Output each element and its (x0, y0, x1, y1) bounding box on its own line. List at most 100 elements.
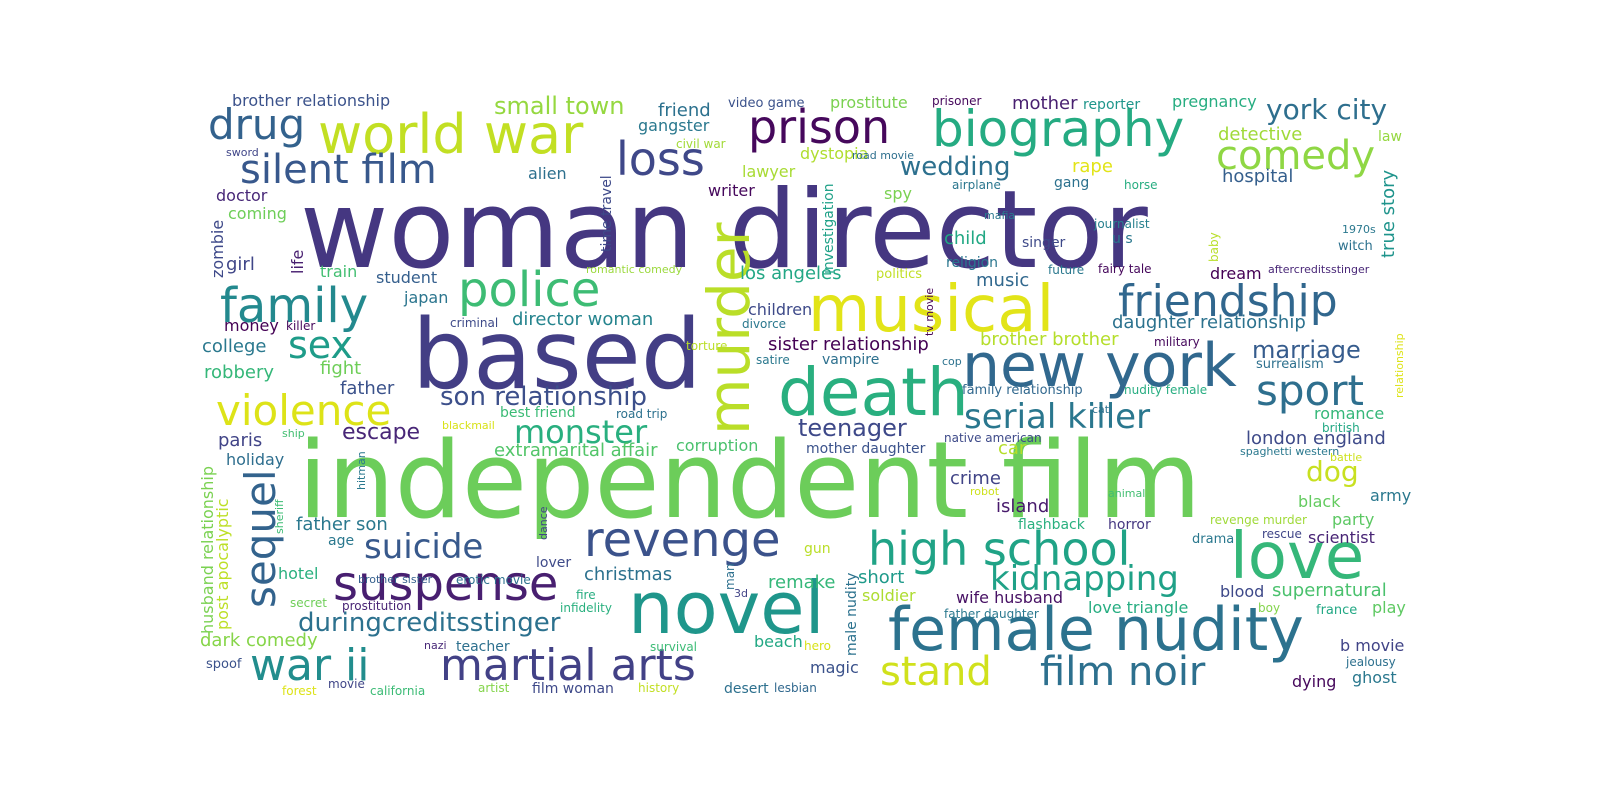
word: road movie (852, 149, 915, 162)
word: writer (708, 181, 755, 200)
word: killer (286, 319, 316, 333)
word: u s (1112, 231, 1133, 247)
word: ghost (1352, 668, 1397, 687)
word: 1970s (1342, 223, 1376, 236)
word: dark comedy (200, 630, 318, 651)
word: gun (804, 541, 831, 557)
word: magic (810, 658, 859, 677)
word: cop (942, 355, 962, 368)
word: mother (1012, 93, 1078, 114)
word: dog (1306, 455, 1359, 488)
word: london england (1246, 428, 1386, 449)
word: true story (1378, 169, 1399, 258)
word: road trip (616, 407, 668, 421)
word: cat (1092, 403, 1110, 416)
word: mafia (984, 209, 1016, 222)
word: history (638, 681, 680, 695)
word: robbery (204, 362, 274, 383)
word: girl (226, 254, 255, 275)
word: infidelity (560, 601, 612, 615)
word: family relationship (962, 383, 1083, 398)
word: play (1372, 598, 1406, 617)
word: car (998, 438, 1027, 459)
word: zombie (208, 219, 227, 278)
word: love (1230, 520, 1365, 594)
word: soldier (862, 586, 916, 605)
word: fire (576, 588, 596, 602)
word: time travel (599, 175, 615, 252)
word: drama (1192, 532, 1235, 547)
word: france (1316, 603, 1358, 618)
word: future (1048, 263, 1085, 277)
word: lawyer (742, 162, 796, 181)
word: spoof (206, 657, 242, 672)
word: war ii (250, 640, 370, 691)
word: vampire (822, 352, 880, 368)
word: post apocalyptic (213, 498, 232, 630)
word: comedy (1216, 133, 1376, 179)
word: witch (1338, 239, 1373, 254)
word: rape (1072, 156, 1113, 177)
word: investigation (821, 183, 837, 274)
word: law (1378, 129, 1402, 145)
word: kidnapping (990, 559, 1179, 599)
word: prostitution (342, 599, 412, 613)
word: money (224, 316, 279, 335)
word: alien (528, 164, 567, 183)
word: suspense (333, 556, 559, 612)
word: island (996, 496, 1050, 517)
word: tv movie (923, 287, 936, 336)
word: high school (868, 522, 1131, 576)
word: airplane (952, 178, 1001, 192)
word: ship (282, 427, 305, 440)
word: short (858, 567, 905, 588)
word: father (340, 378, 395, 399)
word: relationship (1393, 333, 1406, 398)
word: loss (616, 132, 705, 186)
word: politics (876, 267, 923, 282)
word: nazi (424, 639, 447, 652)
word: surrealism (1256, 357, 1324, 372)
word: holiday (226, 450, 285, 469)
word: marriage (1252, 336, 1361, 364)
word: based (412, 299, 702, 411)
word: gang (1054, 175, 1090, 191)
word: beach (754, 632, 803, 651)
word: drug (208, 100, 306, 149)
word: lover (536, 555, 572, 571)
word: army (1370, 486, 1412, 505)
word: baby (1207, 232, 1221, 262)
word: hitman (355, 451, 368, 490)
word: mother daughter (806, 441, 926, 457)
word: blackmail (442, 419, 495, 432)
word: stand (880, 649, 992, 695)
word: boy (1258, 601, 1281, 615)
word: fairy tale (1098, 262, 1152, 276)
word: prisoner (932, 94, 982, 108)
word: monster (514, 413, 648, 451)
word: detective (1218, 124, 1303, 145)
word: revenge murder (1210, 513, 1307, 527)
word: brother relationship (232, 91, 391, 110)
word: duringcreditsstinger (298, 608, 561, 638)
word: romance (1314, 404, 1385, 423)
word: party (1332, 510, 1375, 529)
word: rescue (1262, 527, 1302, 541)
word: violence (216, 386, 392, 435)
word: corruption (676, 436, 759, 455)
word: native american (944, 431, 1042, 445)
word: criminal (450, 316, 499, 330)
word: death (778, 354, 969, 431)
word: independent film (298, 419, 1202, 542)
word: children (748, 300, 813, 319)
word: revenge (584, 512, 781, 568)
word: hotel (278, 564, 319, 583)
word: los angeles (740, 263, 842, 284)
word: singer (1022, 235, 1066, 251)
word: child (944, 228, 987, 249)
word: remake (768, 572, 836, 593)
word: family (220, 278, 369, 334)
word: dystopia (800, 144, 869, 163)
word: romantic comedy (586, 263, 683, 276)
